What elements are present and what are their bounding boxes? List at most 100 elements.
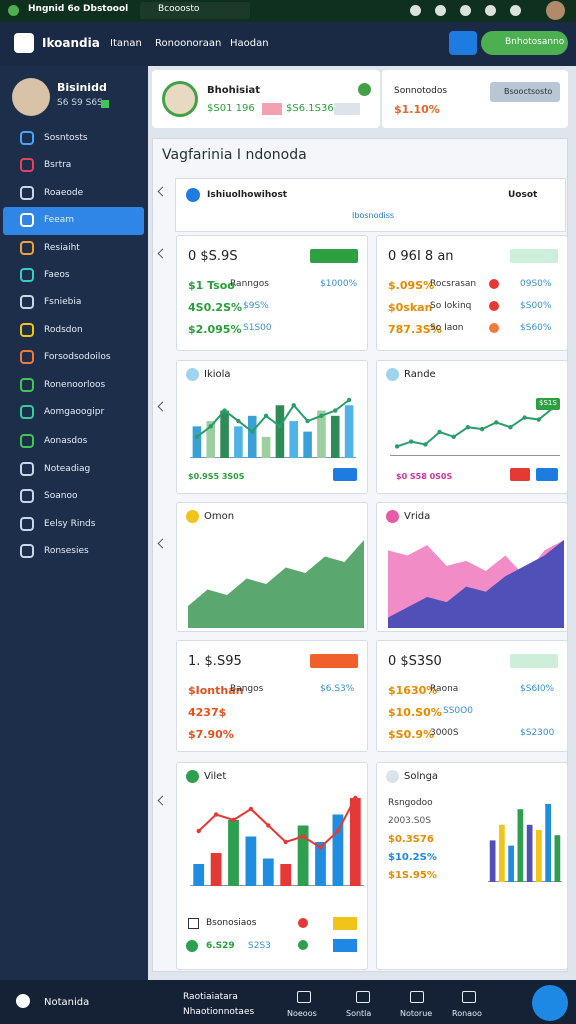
- bar: [545, 804, 551, 882]
- summary-icon: [186, 188, 200, 202]
- chart-title: Ikiola: [204, 369, 231, 380]
- stat-heading: 0 $S3S0: [388, 654, 442, 669]
- stat-value: $10.S0%: [388, 706, 442, 719]
- chart-button[interactable]: [536, 468, 558, 481]
- bottom-nav-label[interactable]: Ronaoo: [452, 1009, 482, 1018]
- bottom-brand: Notanida: [44, 997, 90, 1008]
- status-icon: [358, 83, 371, 96]
- stat-value: $.09S%: [388, 279, 435, 292]
- status-button[interactable]: [490, 82, 560, 102]
- chart-button[interactable]: [510, 468, 530, 481]
- line-marker: [333, 408, 338, 413]
- line: [198, 797, 357, 849]
- stat-value: Bangos: [230, 684, 264, 694]
- chart-icon: [386, 368, 399, 381]
- mini-chart: [390, 405, 560, 456]
- line-marker: [409, 439, 414, 444]
- bar: [206, 421, 216, 458]
- stat-value: $S00%: [520, 301, 552, 311]
- fab[interactable]: [532, 985, 568, 1021]
- nav-link[interactable]: Itanan: [110, 38, 142, 49]
- bottom-nav-icon[interactable]: [410, 991, 424, 1003]
- bar: [228, 820, 239, 886]
- menu-item[interactable]: Fsniebia: [44, 297, 82, 308]
- chart-button[interactable]: [333, 468, 357, 481]
- stat-value: 3000S: [430, 728, 459, 738]
- summary-line: $1S.95%: [388, 870, 437, 881]
- stat-value: $S2300: [520, 728, 555, 738]
- bottom-logo: [16, 994, 30, 1008]
- summary-line: $0.3S76: [388, 834, 434, 845]
- bar: [330, 415, 340, 458]
- nav-link[interactable]: Ronoonoraan: [155, 38, 222, 49]
- menu-item[interactable]: Forsodsodoilos: [44, 352, 111, 363]
- stat-heading: 1. $.S95: [188, 654, 242, 669]
- status-icon[interactable]: [460, 5, 471, 16]
- menu-item[interactable]: Ronsesies: [44, 546, 89, 556]
- menu-icon: [20, 185, 34, 200]
- menu-item[interactable]: Ronenoorloos: [44, 379, 106, 390]
- status-app: Hngnid 6o Dbstoool: [28, 4, 129, 14]
- stat-value: $Ionthan: [188, 684, 244, 697]
- chart-icon: [386, 770, 399, 783]
- menu-item[interactable]: Feeam: [44, 215, 75, 226]
- bottom-nav-icon[interactable]: [462, 991, 476, 1003]
- status-icon[interactable]: [485, 5, 496, 16]
- chart-title: Solnga: [404, 771, 439, 782]
- bottom-nav-label[interactable]: Noeoos: [287, 1009, 317, 1018]
- status-icon[interactable]: [435, 5, 446, 16]
- bar: [317, 410, 326, 458]
- menu-item[interactable]: Eelsy Rinds: [44, 518, 96, 529]
- menu-item[interactable]: Noteadiag: [44, 463, 91, 474]
- menu-item[interactable]: Resiaiht: [44, 242, 80, 253]
- menu-icon: [20, 544, 34, 558]
- status-tab[interactable]: [140, 2, 250, 19]
- stat-value: $7.90%: [188, 728, 234, 741]
- summary-menu[interactable]: Uosot: [508, 190, 538, 200]
- stat-value: $S60%: [520, 323, 552, 333]
- menu-item-active[interactable]: [3, 207, 144, 236]
- status-dot: [489, 279, 499, 289]
- value-chip: [334, 103, 360, 115]
- bar: [210, 853, 222, 886]
- profile-id: S6 S9 S6S: [57, 98, 103, 108]
- chart-footer: $0 S58 0S0S: [396, 472, 453, 481]
- menu-item[interactable]: Soanoo: [44, 491, 78, 502]
- line-marker: [353, 795, 358, 801]
- value-chip: [262, 103, 282, 115]
- stat-badge: [510, 249, 558, 263]
- menu-item[interactable]: Aomgaoogipr: [44, 407, 105, 417]
- stat-value: Ranngos: [230, 279, 269, 289]
- icon-button[interactable]: [449, 31, 477, 55]
- status-value: $1.10%: [394, 103, 440, 116]
- menu-item[interactable]: Roaeode: [44, 187, 84, 198]
- stat-value: 4S0.2S%: [188, 301, 243, 314]
- menu-item[interactable]: Faeos: [44, 270, 70, 280]
- bottom-nav-icon[interactable]: [297, 991, 311, 1003]
- menu-icon: [20, 158, 34, 173]
- summary-title: Ishiuolhowihost: [207, 190, 288, 200]
- line-marker: [494, 420, 499, 425]
- bottom-nav-label[interactable]: Sontla: [346, 1009, 372, 1018]
- bottom-nav-icon[interactable]: [356, 991, 370, 1003]
- menu-item[interactable]: Aonasdos: [44, 436, 88, 447]
- line-marker: [283, 839, 288, 845]
- stat-badge: [310, 249, 358, 263]
- menu-item[interactable]: Bsrtra: [44, 160, 72, 171]
- nav-link[interactable]: Haodan: [230, 38, 269, 49]
- primary-button[interactable]: [481, 31, 568, 55]
- status-icon[interactable]: [410, 5, 421, 16]
- menu-item[interactable]: Sosntosts: [44, 133, 88, 143]
- line-marker: [437, 429, 442, 435]
- bottom-bar: [0, 980, 576, 1024]
- bottom-nav-label[interactable]: Notorue: [400, 1009, 433, 1018]
- status-avatar[interactable]: [546, 1, 565, 20]
- profile-name: Bisinidd: [57, 81, 107, 94]
- line-marker: [222, 408, 227, 413]
- status-dot: [489, 301, 499, 311]
- menu-item[interactable]: Rodsdon: [44, 324, 83, 335]
- menu-icon: [20, 350, 34, 365]
- chart-label-text: $S1S: [539, 399, 557, 407]
- menu-icon: [20, 377, 34, 392]
- status-icon[interactable]: [510, 5, 521, 16]
